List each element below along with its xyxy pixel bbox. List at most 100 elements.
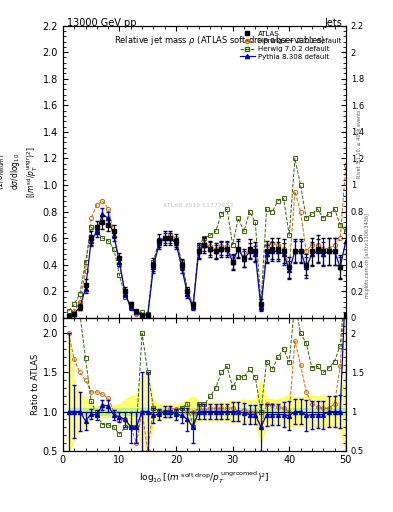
Herwig 7.0.2 default [332, 206, 337, 212]
Herwig++ 2.7.1 default [327, 246, 331, 252]
Herwig++ 2.7.1 default [338, 235, 343, 241]
Herwig++ 2.7.1 default [106, 206, 110, 212]
Herwig 7.0.2 default [89, 224, 94, 230]
Text: ATLAS 2019 11777652: ATLAS 2019 11777652 [163, 203, 234, 208]
Herwig++ 2.7.1 default [281, 246, 286, 252]
Text: mcplots.cern.ch [arXiv:1306.3436]: mcplots.cern.ch [arXiv:1306.3436] [365, 214, 370, 298]
Herwig 7.0.2 default [253, 219, 258, 225]
Herwig 7.0.2 default [151, 259, 156, 265]
Text: Jets: Jets [324, 18, 342, 28]
Herwig 7.0.2 default [315, 206, 320, 212]
Herwig 7.0.2 default [94, 228, 99, 234]
Herwig 7.0.2 default [179, 259, 184, 265]
Herwig++ 2.7.1 default [162, 235, 167, 241]
Herwig++ 2.7.1 default [287, 264, 292, 270]
Herwig++ 2.7.1 default [247, 246, 252, 252]
Herwig 7.0.2 default [72, 302, 77, 308]
Herwig++ 2.7.1 default [145, 313, 150, 319]
X-axis label: $\log_{10}[(m^{\rm\ soft\ drop}/p_T^{\rm\ ungroomed})^2]$: $\log_{10}[(m^{\rm\ soft\ drop}/p_T^{\rm… [139, 470, 270, 486]
Herwig 7.0.2 default [327, 211, 331, 217]
Herwig 7.0.2 default [281, 195, 286, 201]
Line: Herwig++ 2.7.1 default: Herwig++ 2.7.1 default [66, 163, 348, 318]
Herwig++ 2.7.1 default [185, 288, 190, 294]
Herwig 7.0.2 default [168, 235, 173, 241]
Herwig 7.0.2 default [129, 304, 133, 310]
Herwig++ 2.7.1 default [270, 240, 275, 246]
Herwig 7.0.2 default [112, 246, 116, 252]
Herwig 7.0.2 default [145, 311, 150, 317]
Herwig++ 2.7.1 default [298, 208, 303, 215]
Herwig++ 2.7.1 default [157, 238, 162, 244]
Herwig 7.0.2 default [219, 211, 224, 217]
Herwig 7.0.2 default [338, 222, 343, 228]
Herwig++ 2.7.1 default [275, 242, 280, 248]
Herwig++ 2.7.1 default [77, 298, 82, 305]
Herwig++ 2.7.1 default [100, 198, 105, 204]
Herwig++ 2.7.1 default [123, 291, 127, 297]
Herwig++ 2.7.1 default [94, 202, 99, 208]
Herwig 7.0.2 default [321, 215, 325, 221]
Herwig++ 2.7.1 default [83, 268, 88, 274]
Herwig++ 2.7.1 default [315, 242, 320, 248]
Y-axis label: Ratio to ATLAS: Ratio to ATLAS [31, 353, 40, 415]
Herwig++ 2.7.1 default [117, 262, 122, 268]
Herwig++ 2.7.1 default [225, 243, 230, 249]
Herwig++ 2.7.1 default [174, 235, 178, 241]
Herwig++ 2.7.1 default [264, 242, 269, 248]
Herwig 7.0.2 default [225, 206, 230, 212]
Herwig 7.0.2 default [174, 238, 178, 244]
Herwig 7.0.2 default [264, 206, 269, 212]
Herwig++ 2.7.1 default [219, 243, 224, 249]
Herwig 7.0.2 default [292, 155, 297, 161]
Herwig++ 2.7.1 default [89, 215, 94, 221]
Herwig++ 2.7.1 default [242, 253, 246, 260]
Herwig 7.0.2 default [185, 286, 190, 292]
Herwig++ 2.7.1 default [179, 259, 184, 265]
Herwig++ 2.7.1 default [236, 246, 241, 252]
Herwig 7.0.2 default [259, 302, 263, 308]
Text: Relative jet mass $\rho$ (ATLAS soft-drop observables): Relative jet mass $\rho$ (ATLAS soft-dro… [114, 34, 325, 48]
Herwig 7.0.2 default [196, 242, 201, 248]
Herwig++ 2.7.1 default [253, 248, 258, 254]
Herwig++ 2.7.1 default [140, 312, 145, 318]
Line: Herwig 7.0.2 default: Herwig 7.0.2 default [66, 156, 348, 316]
Herwig++ 2.7.1 default [129, 304, 133, 310]
Herwig 7.0.2 default [230, 242, 235, 248]
Herwig++ 2.7.1 default [66, 312, 71, 318]
Y-axis label: $(1/\sigma_{\rm resum})$
${\rm d}\sigma/{\rm d}\log_{10}$
$[(m^{\rm sd}/p_T^{\rm: $(1/\sigma_{\rm resum})$ ${\rm d}\sigma/… [0, 146, 40, 198]
Herwig 7.0.2 default [247, 208, 252, 215]
Herwig 7.0.2 default [191, 304, 195, 310]
Herwig++ 2.7.1 default [208, 243, 212, 249]
Herwig 7.0.2 default [140, 309, 145, 315]
Text: 13000 GeV pp: 13000 GeV pp [67, 18, 136, 28]
Herwig 7.0.2 default [157, 238, 162, 244]
Herwig++ 2.7.1 default [191, 302, 195, 308]
Herwig 7.0.2 default [298, 182, 303, 188]
Herwig 7.0.2 default [208, 232, 212, 239]
Herwig 7.0.2 default [310, 211, 314, 217]
Herwig++ 2.7.1 default [151, 259, 156, 265]
Herwig 7.0.2 default [66, 308, 71, 314]
Herwig 7.0.2 default [100, 235, 105, 241]
Herwig 7.0.2 default [242, 228, 246, 234]
Herwig 7.0.2 default [106, 238, 110, 244]
Herwig++ 2.7.1 default [202, 240, 207, 246]
Herwig++ 2.7.1 default [196, 246, 201, 252]
Herwig++ 2.7.1 default [310, 242, 314, 248]
Herwig 7.0.2 default [270, 208, 275, 215]
Herwig 7.0.2 default [202, 235, 207, 241]
Text: Rivet 3.1.10, ≥ 400k events: Rivet 3.1.10, ≥ 400k events [357, 109, 362, 178]
Herwig++ 2.7.1 default [259, 304, 263, 310]
Herwig++ 2.7.1 default [304, 248, 309, 254]
Herwig++ 2.7.1 default [332, 242, 337, 248]
Herwig++ 2.7.1 default [112, 228, 116, 234]
Herwig++ 2.7.1 default [343, 162, 348, 168]
Herwig 7.0.2 default [123, 293, 127, 300]
Herwig 7.0.2 default [83, 259, 88, 265]
Herwig++ 2.7.1 default [292, 188, 297, 195]
Herwig++ 2.7.1 default [134, 311, 139, 317]
Herwig 7.0.2 default [213, 228, 218, 234]
Herwig 7.0.2 default [304, 215, 309, 221]
Herwig 7.0.2 default [236, 215, 241, 221]
Herwig 7.0.2 default [134, 309, 139, 315]
